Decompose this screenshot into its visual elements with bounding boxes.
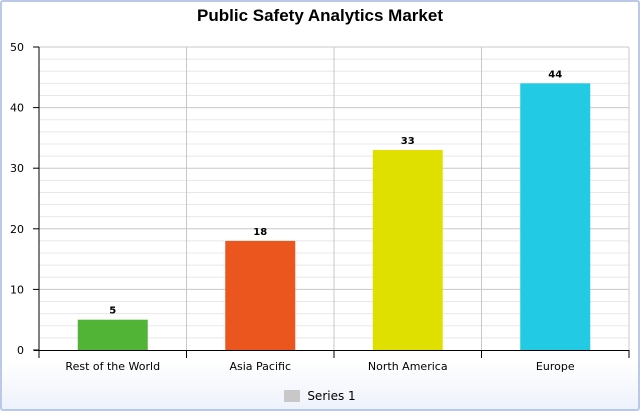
x-tick-label: Asia Pacific [229, 360, 291, 373]
legend: Series 1 [0, 389, 640, 403]
x-tick-label: Rest of the World [65, 360, 160, 373]
axes [33, 46, 630, 358]
y-tick-label: 40 [10, 102, 24, 115]
y-tick-label: 20 [10, 223, 24, 236]
y-tick-label: 10 [10, 283, 24, 296]
data-label: 33 [401, 136, 415, 147]
y-tick-label: 0 [17, 344, 24, 357]
x-tick-label: Europe [536, 360, 575, 373]
bar-chart: 5 18 33 44 0 10 20 30 40 50 Rest of the World Asia … [10, 41, 630, 373]
bar [520, 83, 591, 351]
data-label: 5 [109, 306, 116, 317]
chart-title: Public Safety Analytics Market [197, 6, 443, 25]
bar [77, 319, 148, 350]
data-label: 18 [253, 227, 267, 238]
bar [225, 240, 296, 350]
labels: 5 18 33 44 0 10 20 30 40 50 Rest of the World Asia … [10, 41, 575, 373]
y-tick-label: 30 [10, 162, 24, 175]
data-label: 44 [548, 69, 562, 80]
bar [372, 150, 443, 350]
bars [77, 83, 591, 351]
legend-label: Series 1 [307, 389, 356, 403]
x-tick-label: North America [368, 360, 448, 373]
legend-swatch [284, 390, 301, 402]
y-tick-label: 50 [10, 41, 24, 54]
